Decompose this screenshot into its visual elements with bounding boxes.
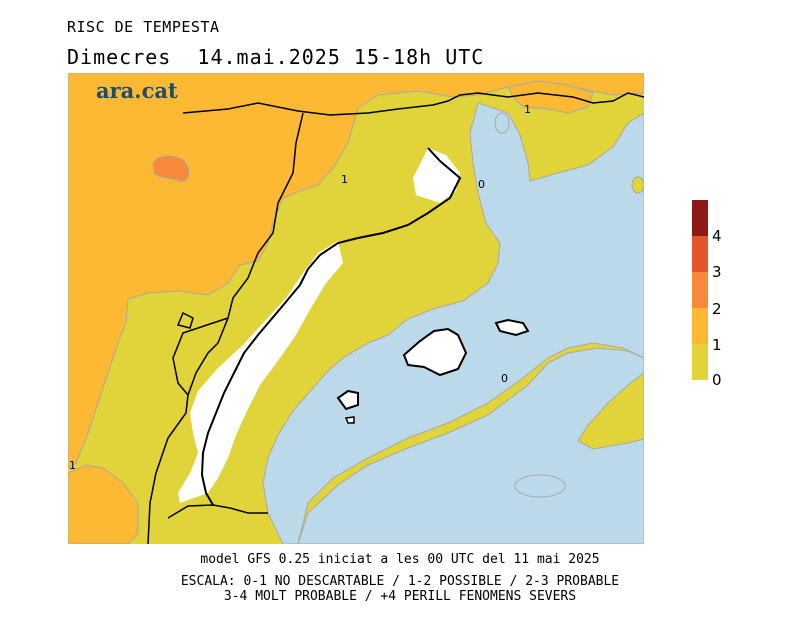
legend-label-2: 2 — [712, 300, 722, 318]
coastline — [200, 147, 462, 506]
sea-patch — [631, 176, 644, 194]
legend-label-0: 0 — [712, 371, 722, 389]
legend-label-3: 3 — [712, 263, 722, 281]
border-line — [176, 311, 194, 329]
scale-description-line2: 3-4 MOLT PROBABLE / +4 PERILL FENOMENS S… — [223, 589, 577, 604]
island-ibiza — [336, 389, 359, 411]
contour-label: 1 — [524, 103, 531, 116]
island-formentera — [344, 416, 355, 424]
storm-risk-map: 1 0 1 0 1 — [68, 73, 644, 544]
legend-swatch-0-1 — [692, 344, 708, 380]
border-line — [147, 112, 304, 544]
border-line — [182, 92, 644, 116]
border-line — [167, 504, 268, 519]
legend-swatch-3-4 — [692, 236, 708, 272]
sea-patch — [514, 474, 566, 498]
island-menorca — [494, 318, 530, 337]
legend-swatch-1-2 — [692, 308, 708, 344]
legend-swatch-4-plus — [692, 200, 708, 236]
sea-area — [297, 178, 644, 544]
contour-label: 1 — [341, 173, 348, 186]
sea-patch — [494, 112, 510, 134]
forecast-date-time: Dimecres 14.mai.2025 15-18h UTC — [67, 45, 485, 69]
contour-label: 0 — [478, 178, 485, 191]
risk-legend-bar — [692, 200, 708, 380]
sea-area — [262, 102, 644, 544]
contour-label: 0 — [501, 372, 508, 385]
legend-label-4: 4 — [712, 227, 722, 245]
land-white-area — [413, 148, 460, 203]
land-white-area — [178, 241, 343, 503]
legend-label-1: 1 — [712, 336, 722, 354]
scale-description-line1: ESCALA: 0-1 NO DESCARTABLE / 1-2 POSSIBL… — [180, 574, 620, 589]
model-info: model GFS 0.25 iniciat a les 00 UTC del … — [200, 552, 600, 567]
border-line — [187, 317, 229, 396]
chart-title: RISC DE TEMPESTA — [67, 18, 220, 36]
legend-swatch-2-3 — [692, 272, 708, 308]
island-mallorca — [402, 327, 468, 377]
risk-zone-level-1-2 — [68, 464, 139, 544]
contour-label: 1 — [69, 459, 76, 472]
risk-zone-level-2-3 — [152, 155, 190, 182]
risk-zone-level-1-2 — [507, 80, 594, 114]
ara-cat-logo: ara.cat — [96, 78, 178, 103]
